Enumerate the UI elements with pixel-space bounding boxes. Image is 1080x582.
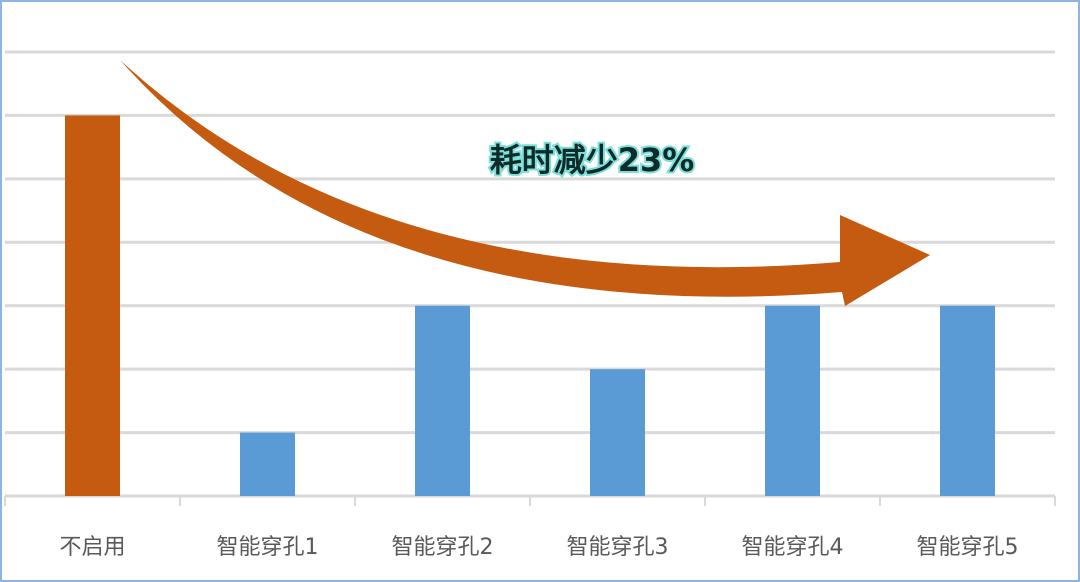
x-tick-label: 智能穿孔4 — [742, 535, 844, 560]
x-tick-label: 智能穿孔3 — [567, 535, 669, 560]
x-tick-label: 不启用 — [59, 535, 125, 560]
x-tick-label: 智能穿孔5 — [917, 535, 1019, 560]
trend-arrow — [120, 60, 930, 306]
x-axis: 不启用 智能穿孔1 智能穿孔2 智能穿孔3 智能穿孔4 智能穿孔5 — [4, 496, 1056, 560]
x-tick-label: 智能穿孔1 — [217, 535, 319, 560]
bars — [65, 115, 995, 496]
annotation: 耗时减少23% — [490, 141, 695, 179]
bar — [765, 305, 820, 496]
bar — [240, 432, 295, 496]
bar — [940, 305, 995, 496]
bar — [65, 115, 120, 496]
bar — [415, 305, 470, 496]
bar — [590, 369, 645, 496]
x-tick-label: 智能穿孔2 — [392, 535, 494, 560]
